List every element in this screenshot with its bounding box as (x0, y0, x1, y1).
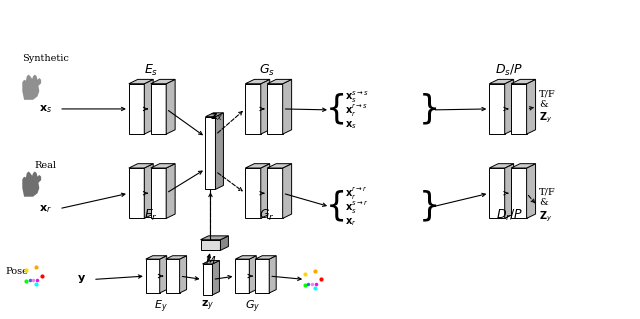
Text: $\mathbf{z}_x$: $\mathbf{z}_x$ (210, 111, 223, 123)
Text: T/F
&
$\mathbf{Z}_y$: T/F & $\mathbf{Z}_y$ (539, 89, 556, 125)
Text: $E_r$: $E_r$ (144, 208, 157, 223)
Polygon shape (160, 256, 166, 293)
Polygon shape (283, 164, 292, 219)
Polygon shape (505, 79, 514, 134)
Polygon shape (129, 79, 153, 84)
Text: $\mathbf{x}_r^{r\to s}$: $\mathbf{x}_r^{r\to s}$ (345, 103, 368, 119)
Text: $\{$: $\{$ (325, 92, 344, 128)
Polygon shape (151, 84, 166, 134)
Polygon shape (527, 164, 536, 219)
Polygon shape (245, 84, 260, 134)
Polygon shape (205, 117, 216, 189)
Text: $\mathbf{x}_s$: $\mathbf{x}_s$ (345, 120, 356, 131)
Polygon shape (283, 79, 292, 134)
Polygon shape (200, 240, 220, 250)
Polygon shape (22, 171, 41, 197)
Polygon shape (250, 256, 256, 293)
Polygon shape (166, 164, 175, 219)
Polygon shape (212, 261, 220, 295)
Polygon shape (180, 256, 187, 293)
Polygon shape (236, 259, 250, 293)
Polygon shape (166, 259, 180, 293)
Polygon shape (489, 79, 514, 84)
Polygon shape (151, 79, 175, 84)
Polygon shape (255, 256, 276, 259)
Polygon shape (151, 164, 175, 168)
Text: $\mathbf{x}_r$: $\mathbf{x}_r$ (345, 216, 356, 228)
Polygon shape (268, 164, 292, 168)
Polygon shape (151, 168, 166, 219)
Polygon shape (489, 84, 505, 134)
Polygon shape (202, 264, 212, 295)
Text: $\mathbf{x}_s^{s\to r}$: $\mathbf{x}_s^{s\to r}$ (345, 200, 369, 216)
Polygon shape (166, 79, 175, 134)
Polygon shape (216, 113, 223, 189)
Text: $D_s/P$: $D_s/P$ (495, 63, 524, 78)
Polygon shape (166, 256, 187, 259)
Text: $\mathbf{y}$: $\mathbf{y}$ (77, 273, 86, 286)
Polygon shape (245, 164, 269, 168)
Polygon shape (268, 84, 283, 134)
Text: Pose: Pose (6, 267, 29, 276)
Text: $E_y$: $E_y$ (154, 299, 168, 315)
Polygon shape (146, 259, 160, 293)
Polygon shape (489, 164, 514, 168)
Polygon shape (489, 168, 505, 219)
Text: $G_y$: $G_y$ (244, 299, 260, 315)
Polygon shape (245, 168, 260, 219)
Polygon shape (144, 79, 153, 134)
Text: Real: Real (34, 161, 56, 170)
Polygon shape (129, 84, 144, 134)
Polygon shape (269, 256, 276, 293)
Polygon shape (255, 259, 269, 293)
Polygon shape (146, 256, 166, 259)
Text: T/F
&
$\mathbf{Z}_y$: T/F & $\mathbf{Z}_y$ (539, 188, 556, 224)
Polygon shape (129, 168, 144, 219)
Polygon shape (22, 75, 41, 100)
Polygon shape (205, 113, 223, 117)
Text: $\mathbf{x}_r$: $\mathbf{x}_r$ (39, 203, 52, 215)
Polygon shape (220, 236, 228, 250)
Text: $M$: $M$ (205, 254, 216, 266)
Polygon shape (511, 164, 536, 168)
Polygon shape (260, 79, 269, 134)
Text: $G_r$: $G_r$ (259, 208, 275, 223)
Polygon shape (511, 168, 527, 219)
Polygon shape (511, 79, 536, 84)
Polygon shape (268, 168, 283, 219)
Text: $\mathbf{x}_s^{s\to s}$: $\mathbf{x}_s^{s\to s}$ (345, 90, 369, 105)
Polygon shape (245, 79, 269, 84)
Polygon shape (260, 164, 269, 219)
Text: $G_s$: $G_s$ (259, 63, 275, 78)
Text: $\mathbf{x}_r^{r\to r}$: $\mathbf{x}_r^{r\to r}$ (345, 186, 367, 202)
Text: $D_r/P$: $D_r/P$ (495, 208, 523, 223)
Polygon shape (505, 164, 514, 219)
Polygon shape (129, 164, 153, 168)
Polygon shape (144, 164, 153, 219)
Text: Synthetic: Synthetic (22, 54, 68, 63)
Text: $\mathbf{z}_y$: $\mathbf{z}_y$ (201, 299, 214, 313)
Polygon shape (527, 79, 536, 134)
Polygon shape (511, 84, 527, 134)
Polygon shape (202, 261, 220, 264)
Polygon shape (268, 79, 292, 84)
Text: $\}$: $\}$ (418, 189, 437, 224)
Text: $E_s$: $E_s$ (143, 63, 158, 78)
Polygon shape (200, 236, 228, 240)
Polygon shape (236, 256, 256, 259)
Text: $\{$: $\{$ (325, 189, 344, 224)
Text: $\mathbf{x}_s$: $\mathbf{x}_s$ (38, 103, 52, 115)
Text: $\}$: $\}$ (418, 92, 437, 128)
